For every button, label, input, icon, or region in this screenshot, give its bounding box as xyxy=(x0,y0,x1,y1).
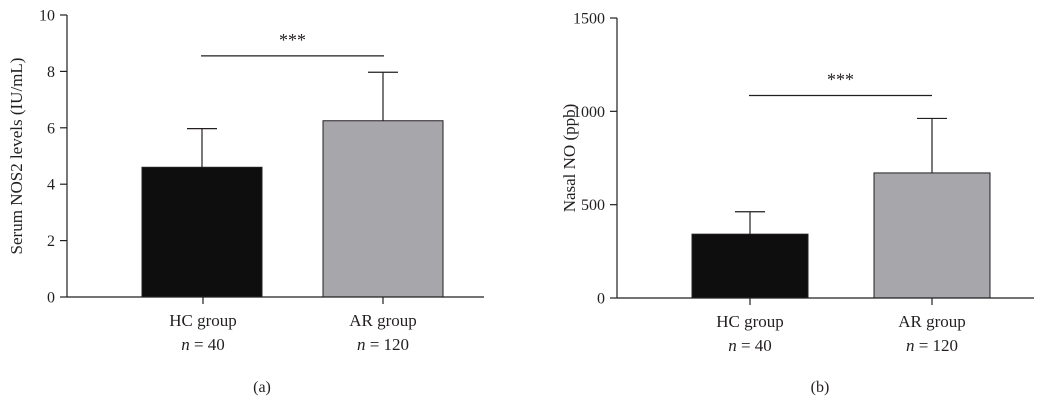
n-symbol: n xyxy=(357,335,366,354)
n-value: = 40 xyxy=(190,335,225,354)
y-tick-label: 6 xyxy=(47,120,55,137)
y-axis-title: Serum NOS2 levels (IU/mL) xyxy=(7,58,26,255)
n-symbol: n xyxy=(181,335,190,354)
y-tick-label: 8 xyxy=(47,64,55,81)
y-tick-label: 0 xyxy=(597,291,605,308)
y-tick-label: 2 xyxy=(47,233,55,250)
panel-label: (b) xyxy=(811,379,830,396)
y-axis-title: Nasal NO (ppb) xyxy=(560,104,579,213)
bar-ar-group xyxy=(873,172,991,299)
bar-ar-group xyxy=(322,120,444,298)
significance-label: *** xyxy=(827,69,854,89)
category-sublabel: n = 40 xyxy=(728,336,772,355)
y-tick-label: 0 xyxy=(47,290,55,307)
category-label: AR group xyxy=(349,311,417,330)
y-tick-label: 500 xyxy=(581,197,605,214)
y-tick-label: 1500 xyxy=(573,11,605,28)
n-symbol: n xyxy=(906,336,915,355)
category-label: HC group xyxy=(716,312,784,331)
n-value: = 120 xyxy=(365,335,409,354)
panel-b-chart: 0 500 1000 1500 HC group n = 40 AR group n = 12… xyxy=(560,11,1034,396)
category-label: AR group xyxy=(898,312,966,331)
y-tick-label: 1000 xyxy=(573,104,605,121)
y-tick-label: 10 xyxy=(39,8,55,25)
bar-hc-group xyxy=(141,166,263,298)
n-value: = 40 xyxy=(737,336,772,355)
bar-hc-group xyxy=(691,233,809,299)
n-symbol: n xyxy=(728,336,737,355)
significance-label: *** xyxy=(279,30,306,50)
panel-label: (a) xyxy=(253,379,271,396)
n-value: = 120 xyxy=(914,336,958,355)
panel-a-chart: 0 2 4 6 8 10 HC group n = 40 AR group n = 120 *** S… xyxy=(7,8,484,396)
y-tick-label: 4 xyxy=(47,177,55,194)
category-sublabel: n = 120 xyxy=(357,335,409,354)
category-sublabel: n = 120 xyxy=(906,336,958,355)
category-label: HC group xyxy=(169,311,237,330)
category-sublabel: n = 40 xyxy=(181,335,225,354)
